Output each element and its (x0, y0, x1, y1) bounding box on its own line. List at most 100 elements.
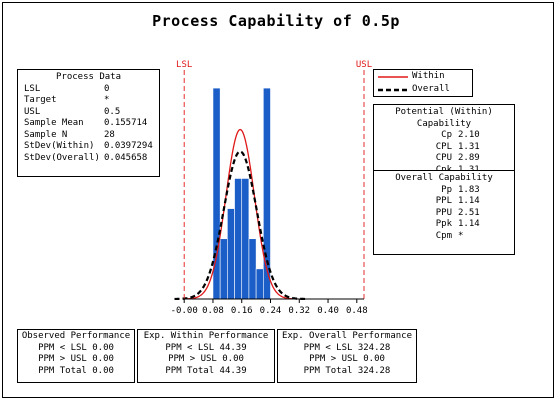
exp-within-performance-row: PPM Total 44.39 (165, 365, 247, 376)
solid-line-icon (378, 75, 408, 78)
histogram-bar (227, 208, 235, 300)
stat-row: PPL 1.14 (374, 196, 514, 208)
stat-value: 0.0397294 (104, 141, 153, 151)
stat-value: 1.31 (458, 164, 480, 175)
x-tick-label: 0.48 (346, 306, 368, 316)
exp-overall-performance-header: Exp. Overall Performance (281, 331, 413, 341)
x-tick-label: 0.24 (260, 306, 282, 316)
stat-row: Cpm * (374, 231, 514, 243)
stat-row: StDev(Within) 0.0397294 (18, 141, 159, 153)
stat-label: Cp (441, 130, 452, 140)
exp-within-performance-panel: Exp. Within Performance PPM < LSL 44.39 … (137, 329, 275, 383)
exp-overall-performance-row: PPM > USL 0.00 (309, 354, 385, 364)
page-title: Process Capability of 0.5p (152, 12, 400, 30)
histogram-bar (248, 238, 257, 300)
legend-label-overall: Overall (412, 83, 450, 94)
distribution-curves (174, 128, 306, 301)
exp-overall-performance-row: PPM < LSL 324.28 (303, 342, 391, 353)
observed-performance-panel: Observed Performance PPM < LSL 0.00 PPM … (17, 329, 135, 383)
x-tick-label: 0.08 (202, 306, 224, 316)
legend-item-within: Within (374, 70, 472, 83)
exp-within-performance-row: PPM < LSL 44.39 (165, 342, 247, 353)
stat-label: USL (24, 106, 41, 117)
stat-row: StDev(Overall) 0.045658 (18, 153, 159, 165)
stat-row: Target * (18, 95, 159, 107)
stat-row: CPL 1.31 (374, 142, 514, 154)
stat-row: Sample Mean 0.155714 (18, 118, 159, 130)
exp-within-performance-header: Exp. Within Performance (143, 331, 269, 341)
stat-label: StDev(Within) (24, 141, 95, 151)
histogram-bar (234, 178, 243, 300)
stat-value: 0.045658 (104, 152, 148, 163)
process-data-panel: Process Data LSL 0 Target * USL 0.5 Sample Mea… (17, 69, 160, 177)
stat-label: Ppk (435, 219, 452, 229)
stat-value: * (458, 230, 464, 241)
exp-within-performance-row: PPM > USL 0.00 (168, 354, 244, 364)
usl-label: USL (356, 60, 372, 70)
stat-label: Pp (441, 184, 452, 195)
stat-label: LSL (24, 83, 41, 94)
stat-row: LSL 0 (18, 84, 159, 96)
x-tick-label: 0.16 (231, 306, 253, 316)
stat-value: 2.89 (458, 153, 480, 163)
process-data-rows: LSL 0 Target * USL 0.5 Sample Mean 0.155714 Samp… (18, 84, 159, 165)
stat-label: Sample Mean (24, 118, 84, 128)
legend: Within Overall (373, 69, 473, 97)
potential-capability-rows: Cp 2.10 CPL 1.31 CPU 2.89 Cpk 1.31 (374, 130, 514, 176)
potential-capability-header: Potential (Within) Capability (395, 107, 493, 129)
exp-overall-performance-panel: Exp. Overall Performance PPM < LSL 324.2… (277, 329, 417, 383)
stat-value: 0.155714 (104, 118, 148, 128)
observed-performance-row: PPM < LSL 0.00 (38, 342, 114, 353)
legend-label-within: Within (412, 70, 445, 81)
lsl-label: LSL (176, 60, 192, 70)
spec-limits: LSL USL (176, 60, 372, 299)
stat-label: PPL (435, 196, 452, 206)
observed-performance-row: PPM Total 0.00 (38, 365, 114, 376)
stat-value: 1.83 (458, 184, 480, 195)
stat-row: Cp 2.10 (374, 130, 514, 142)
stat-label: CPL (435, 141, 452, 152)
x-tick-label: 0.32 (288, 306, 310, 316)
stat-label: PPU (435, 207, 452, 218)
x-axis: -0.00 0.08 0.16 0.24 0.32 0.40 0.48 (171, 298, 368, 316)
stat-value: 1.14 (458, 196, 480, 206)
stat-row: USL 0.5 (18, 107, 159, 119)
stat-label: StDev(Overall) (24, 152, 100, 163)
stat-label: Sample N (24, 129, 68, 140)
stat-label: Target (24, 95, 57, 105)
stat-row: Ppk 1.14 (374, 219, 514, 231)
x-tick-label: -0.00 (171, 306, 198, 316)
stat-value: 2.51 (458, 207, 480, 218)
stat-value: 28 (104, 129, 115, 140)
stat-value: 2.10 (458, 130, 480, 140)
overall-capability-panel: Overall Capability Pp 1.83 PPL 1.14 PPU 2.51 P… (373, 171, 515, 255)
stat-row: CPU 2.89 (374, 153, 514, 165)
stat-value: 0 (104, 83, 110, 94)
observed-performance-header: Observed Performance (21, 331, 131, 341)
histogram-bar (241, 178, 250, 300)
within-curve (183, 128, 298, 300)
overall-capability-header: Overall Capability (395, 173, 493, 183)
process-data-header: Process Data (55, 72, 122, 82)
histogram-bar (219, 238, 228, 300)
exp-overall-performance-row: PPM Total 324.28 (303, 365, 391, 376)
dashed-line-icon (378, 88, 408, 91)
stat-value: * (104, 95, 110, 105)
legend-item-overall: Overall (374, 83, 472, 96)
histogram-bar (255, 268, 264, 300)
stat-value: 0.5 (104, 106, 121, 117)
stat-row: PPU 2.51 (374, 208, 514, 220)
observed-performance-row: PPM > USL 0.00 (38, 354, 114, 364)
stat-row: Pp 1.83 (374, 185, 514, 197)
stat-label: CPU (435, 153, 452, 163)
overall-capability-rows: Pp 1.83 PPL 1.14 PPU 2.51 Ppk 1.14 Cpm * (374, 185, 514, 243)
stat-row: Cpk 1.31 (374, 165, 514, 177)
potential-capability-panel: Potential (Within) Capability Cp 2.10 CPL 1… (373, 104, 515, 175)
stat-label: Cpm (435, 230, 452, 241)
histogram-bars (212, 87, 271, 300)
stat-label: Cpk (435, 164, 452, 175)
stat-value: 1.31 (458, 141, 480, 152)
x-tick-label: 0.40 (317, 306, 339, 316)
stat-row: Sample N 28 (18, 130, 159, 142)
